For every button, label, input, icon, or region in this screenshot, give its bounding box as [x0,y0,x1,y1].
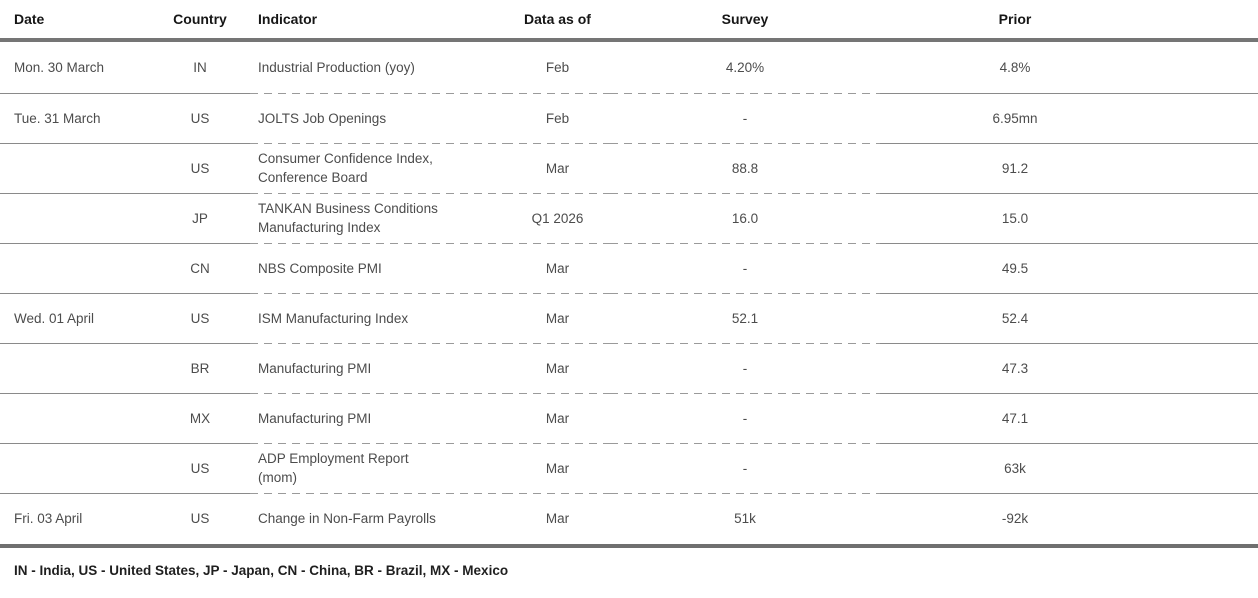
table-row: Wed. 01 April US ISM Manufacturing Index Ma… [0,294,1258,344]
cell-prior: 47.3 [880,344,1150,394]
table-body: Mon. 30 March IN Industrial Production (yo… [0,40,1258,544]
cell-indicator: NBS Composite PMI [250,244,505,294]
cell-indicator: ISM Manufacturing Index [250,294,505,344]
cell-filler [1150,344,1258,394]
cell-date [0,194,150,244]
cell-indicator: Manufacturing PMI [250,344,505,394]
table-row: JP TANKAN Business Conditions Manufacturi… [0,194,1258,244]
cell-data-as-of: Mar [505,144,610,194]
cell-country: CN [150,244,250,294]
table-row: Mon. 30 March IN Industrial Production (yo… [0,40,1258,94]
cell-prior: 49.5 [880,244,1150,294]
economic-indicator-table: Date Country Indicator Data as of Survey… [0,0,1258,544]
cell-country: IN [150,40,250,94]
table-row: MX Manufacturing PMI Mar -47.1 [0,394,1258,444]
column-header-indicator: Indicator [258,11,318,27]
cell-survey: - [610,444,880,494]
cell-country: US [190,510,210,526]
cell-country: US [150,144,250,194]
cell-prior: 4.8% [880,40,1150,94]
cell-data-as-of: Mar [505,294,610,344]
cell-date [0,344,150,394]
cell-indicator: Change in Non-Farm Payrolls [258,510,436,526]
column-header-survey: Survey [721,11,769,27]
cell-data-as-of: Q1 2026 [505,194,610,244]
cell-survey: - [610,394,880,444]
cell-date [0,394,150,444]
cell-date [0,444,150,494]
cell-filler [1150,194,1258,244]
cell-filler [1150,394,1258,444]
cell-indicator: ADP Employment Report (mom) [250,444,505,494]
bottom-rule [0,544,1258,548]
cell-filler [1150,144,1258,194]
table-row: Fri. 03 April US Change in Non-Farm Payrol… [0,494,1258,544]
cell-date [0,244,150,294]
table-row: BR Manufacturing PMI Mar -47.3 [0,344,1258,394]
cell-date: Mon. 30 March [0,40,150,94]
cell-country: MX [150,394,250,444]
cell-prior: 47.1 [880,394,1150,444]
cell-date: Wed. 01 April [0,294,150,344]
cell-survey: - [610,344,880,394]
cell-survey: 4.20% [610,40,880,94]
table-row: CN NBS Composite PMI Mar -49.5 [0,244,1258,294]
cell-data-as-of: Mar [505,244,610,294]
cell-indicator: Industrial Production (yoy) [250,40,505,94]
cell-data-as-of: Mar [505,394,610,444]
table-row: Tue. 31 March US JOLTS Job Openings Feb -6.9… [0,94,1258,144]
table-row: US Consumer Confidence Index, Conference … [0,144,1258,194]
cell-indicator: TANKAN Business Conditions Manufacturing… [250,194,505,244]
cell-filler [1150,94,1258,144]
column-header-filler [1150,0,1258,40]
country-code-legend: IN - India, US - United States, JP - Jap… [14,563,509,578]
cell-prior: 63k [880,444,1150,494]
cell-survey: 52.1 [610,294,880,344]
cell-date [0,144,150,194]
cell-filler [1150,40,1258,94]
cell-country: US [150,94,250,144]
cell-country: US [150,294,250,344]
cell-prior: 91.2 [880,144,1150,194]
cell-prior: 52.4 [880,294,1150,344]
cell-prior: -92k [1001,510,1029,526]
cell-data-as-of: Mar [505,344,610,394]
cell-country: JP [150,194,250,244]
cell-date: Tue. 31 March [0,94,150,144]
header-row: Date Country Indicator Data as of Survey… [0,0,1258,40]
cell-filler [1150,494,1258,544]
cell-prior: 15.0 [880,194,1150,244]
table-row: US ADP Employment Report (mom) Mar -63k [0,444,1258,494]
column-header-country: Country [173,11,227,27]
cell-country: US [150,444,250,494]
cell-filler [1150,244,1258,294]
column-header-data-as-of: Data as of [524,11,591,27]
cell-survey: 88.8 [610,144,880,194]
cell-prior: 6.95mn [880,94,1150,144]
cell-indicator: JOLTS Job Openings [250,94,505,144]
cell-survey: 51k [734,510,756,526]
cell-survey: - [610,94,880,144]
cell-data-as-of: Mar [545,510,570,526]
cell-filler [1150,294,1258,344]
cell-indicator: Manufacturing PMI [250,394,505,444]
cell-country: BR [150,344,250,394]
cell-survey: 16.0 [610,194,880,244]
column-header-prior: Prior [998,11,1032,27]
cell-data-as-of: Feb [505,40,610,94]
cell-data-as-of: Feb [505,94,610,144]
column-header-date: Date [14,11,45,27]
cell-indicator: Consumer Confidence Index, Conference Bo… [250,144,505,194]
cell-data-as-of: Mar [505,444,610,494]
cell-survey: - [610,244,880,294]
cell-date: Fri. 03 April [14,510,83,526]
cell-filler [1150,444,1258,494]
